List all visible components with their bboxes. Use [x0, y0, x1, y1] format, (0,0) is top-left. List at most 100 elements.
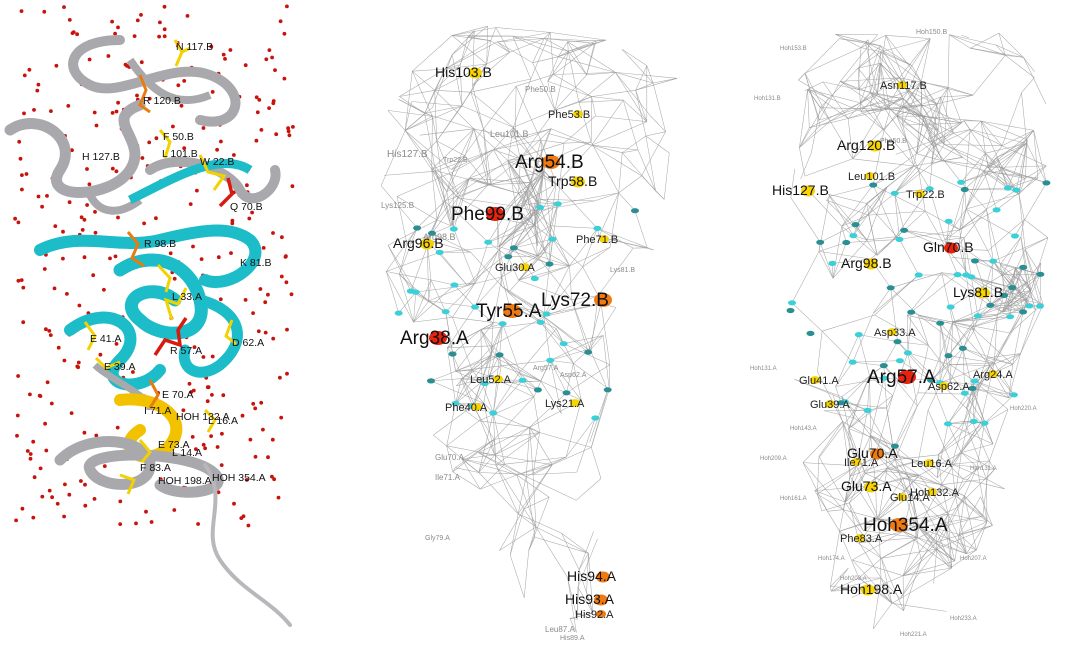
water-dot: [191, 435, 195, 439]
network-edge: [573, 363, 581, 400]
network-node: [593, 226, 601, 231]
structure-residue-label: H 127.B: [82, 151, 120, 163]
network-edge: [830, 103, 860, 121]
network-edge: [473, 86, 484, 130]
network-node: [944, 421, 952, 426]
water-dot: [32, 108, 36, 112]
network-edge: [970, 33, 999, 48]
network-edge: [791, 198, 820, 243]
minor-residue-label: Ile71.A: [435, 473, 461, 482]
network-edge: [900, 239, 919, 275]
water-dot: [31, 440, 35, 444]
network-edge: [646, 136, 656, 191]
network-edge: [405, 107, 432, 130]
network-node: [427, 378, 435, 383]
structure-residue-label: L 14.A: [172, 447, 202, 459]
network-edge: [840, 81, 858, 89]
network-node: [816, 240, 824, 245]
water-dot: [172, 508, 176, 512]
network-edge: [805, 159, 853, 176]
network-node: [549, 237, 557, 242]
network-edge: [622, 49, 647, 65]
network-edge: [480, 475, 517, 489]
water-dot: [163, 5, 167, 9]
water-dot: [232, 502, 236, 506]
network-node: [962, 272, 970, 277]
network-edge: [859, 543, 881, 578]
water-dot: [277, 496, 281, 500]
network-edge: [653, 78, 677, 83]
water-dot: [259, 287, 263, 291]
water-dot: [262, 246, 266, 250]
network-node: [449, 351, 457, 356]
structure-residue-label: K 81.B: [240, 257, 272, 269]
hub-label: His94.A: [567, 568, 617, 584]
water-dot: [40, 495, 44, 499]
network-edge: [399, 274, 428, 301]
network-edge: [987, 479, 988, 522]
network-edge: [963, 348, 994, 363]
water-dot: [171, 125, 175, 129]
minor-residue-label: Leu101.B: [490, 129, 529, 139]
network-edge: [535, 537, 589, 553]
water-dot: [266, 293, 270, 297]
water-dot: [211, 355, 215, 359]
water-dot: [61, 257, 65, 261]
water-dot: [118, 522, 122, 526]
network-node: [971, 258, 979, 263]
water-dot: [271, 337, 275, 341]
water-dot: [110, 20, 114, 24]
water-dot: [26, 449, 30, 453]
network-edge: [853, 361, 900, 362]
network-edge: [955, 496, 987, 522]
minor-residue-label: Arg57.A: [533, 365, 559, 372]
network-edge: [437, 220, 451, 226]
network-node: [894, 339, 902, 344]
hub-label: Leu101.B: [848, 171, 895, 183]
water-dot: [257, 98, 261, 102]
water-dot: [244, 63, 248, 67]
water-dot: [134, 522, 138, 526]
water-dot: [115, 169, 119, 173]
network-edge: [647, 66, 653, 83]
water-dot: [155, 136, 159, 140]
water-dot: [254, 455, 258, 459]
hub-label: Ile71.A: [844, 457, 879, 469]
water-dot: [264, 57, 268, 61]
minor-residue-label: Phe50.B: [525, 85, 556, 94]
network-node: [915, 272, 923, 277]
minor-residue-label: Asp62.A: [560, 372, 587, 379]
water-dot: [290, 292, 294, 296]
network-edge: [417, 201, 445, 228]
water-dot: [241, 414, 245, 418]
network-edge: [452, 26, 488, 35]
network-edge: [635, 211, 647, 248]
network-edge: [819, 422, 843, 457]
network-node: [989, 259, 997, 264]
hub-label: Phe83.A: [840, 533, 883, 545]
water-dot: [114, 255, 118, 259]
network-edge: [792, 303, 822, 331]
water-dot: [223, 57, 227, 61]
minor-residue-label: Hoh153.B: [780, 46, 807, 52]
network-edge: [544, 317, 591, 352]
hub-label: His103.B: [435, 64, 492, 80]
network-edge: [987, 209, 1001, 264]
network-node: [543, 311, 551, 316]
network-edge: [493, 324, 503, 346]
minor-residue-label: Hoh174.A: [818, 556, 845, 562]
network-edge: [653, 83, 666, 132]
water-dot: [245, 183, 249, 187]
network-edge: [799, 148, 804, 177]
water-dot: [48, 489, 52, 493]
water-dot: [94, 231, 98, 235]
network-node: [974, 313, 982, 318]
water-dot: [285, 5, 289, 9]
network-edge: [895, 147, 934, 194]
network-node: [1019, 265, 1027, 270]
hub-label: Arg96.B: [393, 235, 444, 251]
network-edge: [642, 132, 666, 176]
network-edge: [503, 324, 523, 381]
structure-residue-label: L 16.A: [208, 415, 238, 427]
